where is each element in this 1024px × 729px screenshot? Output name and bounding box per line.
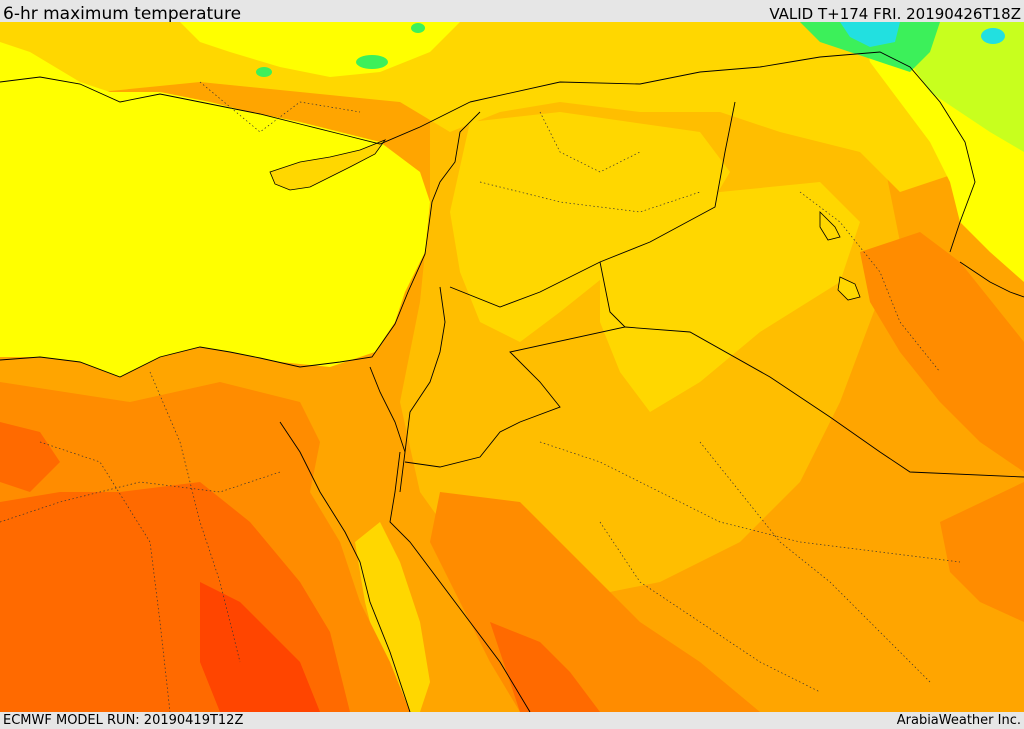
mediterranean-yellow bbox=[0, 42, 430, 377]
lake-razzaza bbox=[837, 276, 861, 301]
lake-tharthar bbox=[819, 211, 841, 241]
valid-time-label: VALID T+174 FRI. 20190426T18Z bbox=[769, 5, 1021, 23]
country-borders bbox=[369, 51, 1024, 493]
coastline-red-sea-west bbox=[279, 421, 411, 712]
coastline-red-sea-east bbox=[389, 451, 531, 712]
cyan-spot-ne bbox=[981, 28, 1005, 44]
coastline-turkey bbox=[0, 76, 471, 145]
band-red-core-saudi bbox=[490, 622, 600, 712]
map-title: 6-hr maximum temperature bbox=[3, 4, 242, 24]
coastline-levant bbox=[0, 111, 481, 378]
band-red-core bbox=[200, 582, 320, 712]
band-gold-levant bbox=[450, 112, 730, 342]
credit-label: ArabiaWeather Inc. bbox=[896, 713, 1021, 728]
map-canvas bbox=[0, 22, 1024, 712]
green-spot-top bbox=[411, 23, 425, 33]
band-gold-iraq bbox=[600, 182, 860, 412]
green-spot-north bbox=[356, 55, 388, 69]
band-gold-red-sea bbox=[355, 522, 430, 712]
band-dark-orange-east bbox=[940, 482, 1024, 622]
band-red-orange-west bbox=[0, 422, 60, 492]
coastline-gulf bbox=[959, 261, 1024, 298]
band-gold-north bbox=[0, 22, 1024, 192]
model-run-label: ECMWF MODEL RUN: 20190419T12Z bbox=[3, 713, 244, 728]
band-dark-orange-iraq bbox=[860, 232, 1024, 472]
temperature-map[interactable] bbox=[0, 22, 1024, 712]
footer-bar: ECMWF MODEL RUN: 20190419T12Z ArabiaWeat… bbox=[0, 712, 1024, 729]
cyprus-island bbox=[269, 139, 387, 191]
header-bar: 6-hr maximum temperature VALID T+174 FRI… bbox=[0, 0, 1024, 24]
north-yellow bbox=[180, 22, 460, 77]
green-spot-turkey bbox=[256, 67, 272, 77]
province-borders bbox=[0, 81, 961, 712]
band-cyan-ne bbox=[840, 22, 900, 47]
